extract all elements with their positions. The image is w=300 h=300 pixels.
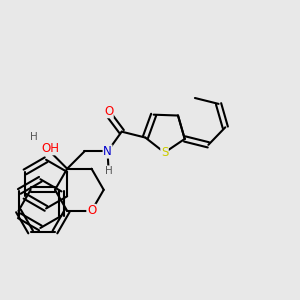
- Text: H: H: [105, 166, 112, 176]
- Text: H: H: [30, 132, 38, 142]
- Text: N: N: [103, 145, 112, 158]
- Text: S: S: [161, 146, 168, 159]
- Text: O: O: [87, 204, 96, 218]
- Text: OH: OH: [41, 142, 59, 155]
- Text: O: O: [104, 105, 113, 118]
